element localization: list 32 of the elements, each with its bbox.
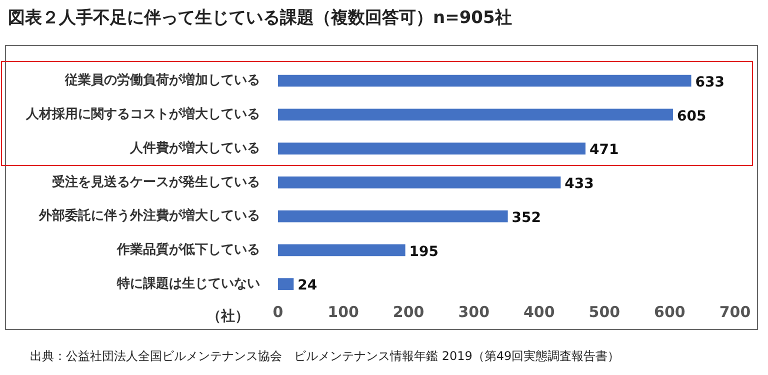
data-label: 633: [695, 74, 724, 90]
y-tick-label: 外部委託に伴う外注費が増大している: [38, 208, 260, 224]
bar: [278, 210, 508, 222]
bar: [278, 142, 586, 154]
data-label: 24: [298, 278, 318, 294]
x-tick-label: 300: [458, 302, 490, 321]
y-tick-label: 特に課題は生じていない: [116, 275, 260, 292]
x-tick-label: 500: [588, 302, 620, 321]
bar: [278, 244, 406, 256]
chart-title: 図表２人手不足に伴って生じている課題（複数回答可）n=905社: [8, 7, 512, 29]
y-tick-label: 人材採用に関するコストが増大している: [25, 106, 260, 122]
x-tick-label: 200: [392, 302, 424, 321]
data-label: 471: [589, 142, 619, 158]
y-tick-label: 従業員の労働負荷が増加している: [64, 72, 260, 88]
y-tick-label: 受注を見送るケースが発生している: [51, 174, 260, 190]
bar: [278, 176, 561, 188]
bar: [278, 74, 692, 87]
bar: [278, 108, 673, 121]
x-axis-title: （社）: [207, 308, 249, 325]
x-tick-label: 600: [654, 302, 686, 321]
x-tick-label: 400: [523, 302, 555, 321]
y-tick-label: 人件費が増大している: [129, 140, 260, 156]
data-label: 433: [564, 176, 594, 192]
data-label: 352: [512, 210, 542, 226]
source-note: 出典：公益社団法人全国ビルメンテナンス協会 ビルメンテナンス情報年鑑 2019（第49回実態調査報告書）: [30, 348, 620, 365]
x-tick-label: 0: [272, 302, 284, 321]
x-tick-label: 700: [719, 302, 751, 321]
y-tick-label: 作業品質が低下している: [116, 242, 260, 258]
bar: [278, 278, 294, 290]
x-tick-label: 100: [328, 302, 359, 321]
data-label: 195: [409, 244, 439, 260]
data-label: 605: [676, 108, 706, 124]
